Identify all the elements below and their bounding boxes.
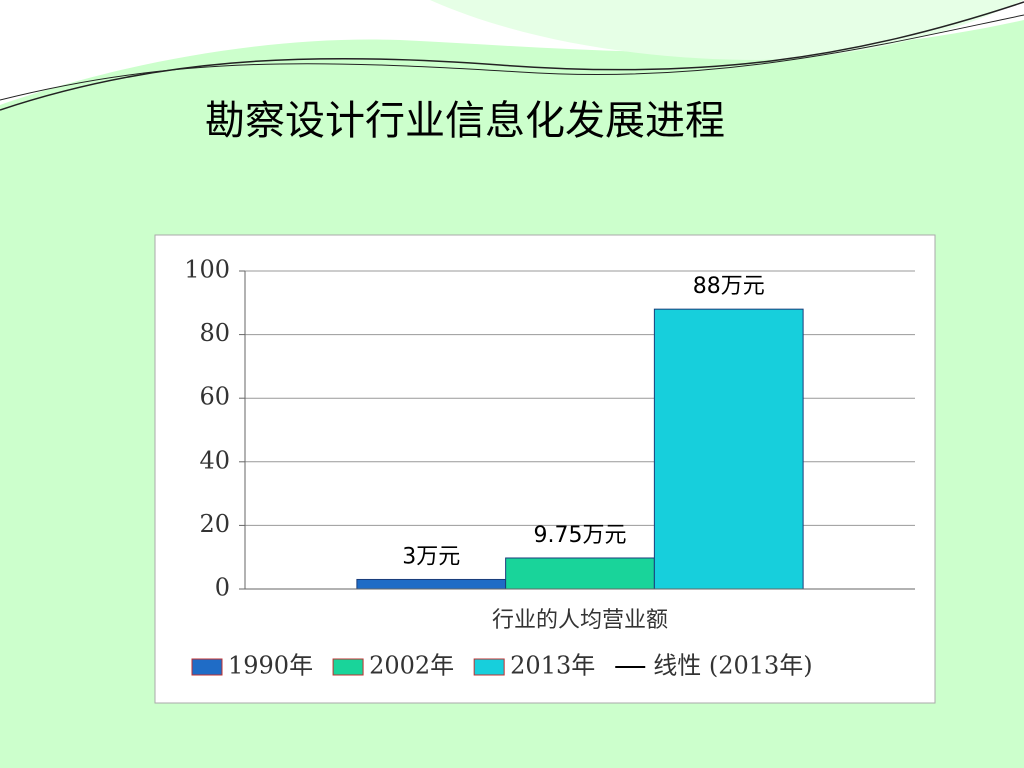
y-tick-label: 0 — [215, 574, 230, 602]
data-label: 3万元 — [402, 544, 460, 569]
y-tick-label: 60 — [199, 383, 230, 411]
data-label: 9.75万元 — [534, 523, 627, 548]
y-tick-label: 100 — [184, 256, 230, 284]
bar — [356, 578, 507, 590]
y-tick-label: 80 — [199, 319, 230, 347]
bar — [653, 308, 804, 590]
legend-label: 2013年 — [510, 652, 595, 680]
chart-frame — [154, 234, 936, 704]
data-label: 88万元 — [693, 274, 765, 299]
bar — [505, 557, 655, 590]
decor-line — [0, 1, 1024, 111]
legend-swatch — [332, 658, 364, 676]
legend-label: 2002年 — [369, 652, 454, 680]
y-tick-label: 20 — [199, 510, 230, 538]
legend-label: 线性 (2013年) — [653, 652, 812, 680]
decor-swoosh — [430, 0, 1024, 60]
legend-swatch — [473, 658, 505, 676]
slide-title: 勘察设计行业信息化发展进程 — [205, 98, 725, 144]
legend-label: 1990年 — [228, 652, 313, 680]
legend-swatch — [191, 658, 223, 676]
x-axis-label: 行业的人均营业额 — [492, 608, 668, 633]
decor-line — [0, 14, 1024, 101]
y-tick-label: 40 — [199, 446, 230, 474]
